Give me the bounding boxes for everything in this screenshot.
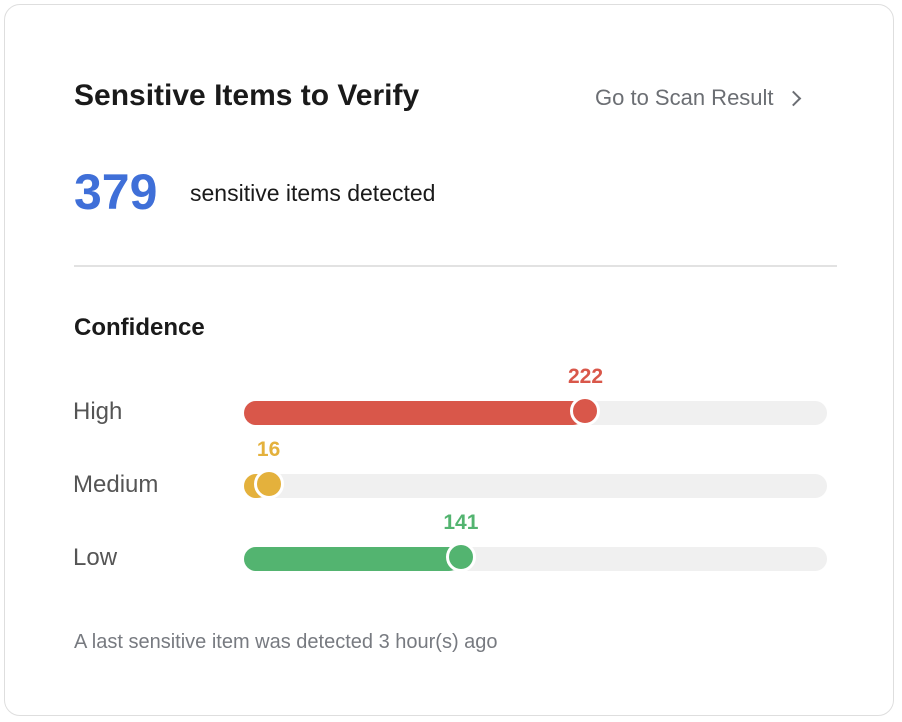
bar-fill xyxy=(244,547,461,571)
bar-fill xyxy=(244,401,586,425)
bar-knob xyxy=(445,542,476,572)
confidence-bar-low: 141 xyxy=(244,511,827,572)
go-to-scan-result-link[interactable]: Go to Scan Result xyxy=(595,85,801,111)
sensitive-items-card: Sensitive Items to Verify Go to Scan Res… xyxy=(4,4,894,716)
divider xyxy=(74,265,837,267)
confidence-bar-medium: 16 xyxy=(244,438,827,499)
sensitive-count-label: sensitive items detected xyxy=(190,180,436,206)
bar-knob xyxy=(570,396,601,426)
chevron-right-icon xyxy=(785,90,801,107)
confidence-bar-high: 222 xyxy=(244,365,827,426)
bar-knob xyxy=(253,469,284,499)
bar-value: 222 xyxy=(567,365,604,388)
card-title: Sensitive Items to Verify xyxy=(74,79,420,112)
last-detected-text: A last sensitive item was detected 3 hou… xyxy=(74,631,498,653)
confidence-label-medium: Medium xyxy=(73,471,159,498)
confidence-heading: Confidence xyxy=(74,314,205,341)
link-label: Go to Scan Result xyxy=(595,85,774,110)
confidence-label-high: High xyxy=(73,398,123,425)
bar-value: 141 xyxy=(443,511,479,534)
bar-value: 16 xyxy=(256,438,281,461)
confidence-label-low: Low xyxy=(73,544,118,571)
sensitive-count: 379 xyxy=(74,164,158,220)
